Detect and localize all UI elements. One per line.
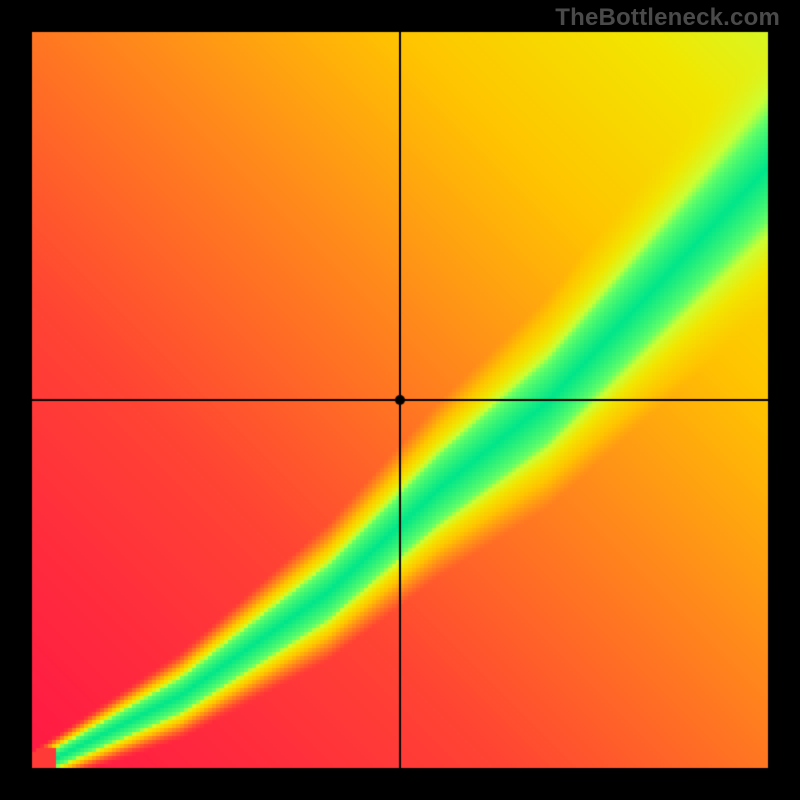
bottleneck-heatmap-canvas: [0, 0, 800, 800]
attribution-text: TheBottleneck.com: [555, 4, 780, 32]
chart-frame: { "attribution": { "text": "TheBottlenec…: [0, 0, 800, 800]
